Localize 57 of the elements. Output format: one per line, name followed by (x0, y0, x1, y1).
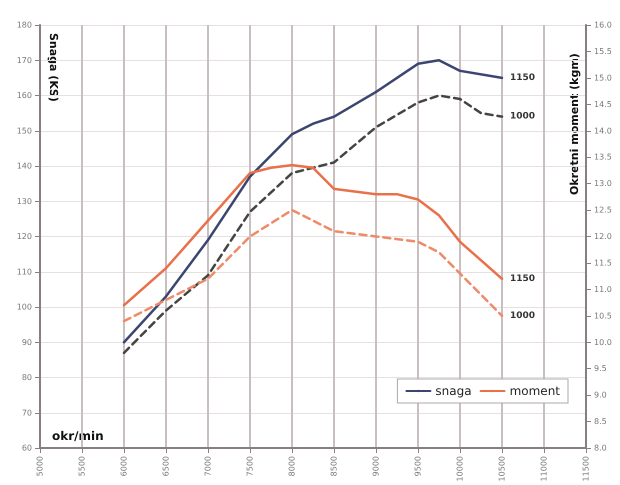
annotation: 1150 (510, 72, 536, 83)
y2-tick-label: 11.5 (594, 258, 612, 268)
line-series (122, 164, 504, 306)
y-axis-title: Snaga (KS) (47, 33, 60, 102)
legend-label: moment (510, 384, 560, 398)
annotation: 1150 (510, 274, 536, 284)
x-tick-label: 6000 (120, 456, 128, 476)
x-tick-label: 11000 (540, 456, 548, 482)
legend-label: snaga (435, 384, 472, 398)
y2-tick-label: 13.5 (594, 152, 612, 162)
x-tick-label: 10000 (456, 456, 464, 482)
x-tick-label: 7500 (246, 456, 254, 476)
x-tick-label: 8000 (288, 456, 296, 476)
y-tick-label: 150 (16, 126, 32, 136)
y-tick-label: 130 (16, 196, 32, 206)
y-tick-label: 110 (16, 267, 32, 276)
x-tick-label: 5500 (78, 456, 86, 476)
x-tick-label: 10500 (498, 456, 506, 482)
y2-tick-label: 10.5 (594, 311, 612, 320)
y2-tick-label: 11.0 (594, 284, 612, 294)
y-tick-label: 60 (22, 444, 32, 452)
y2-tick-label: 14.5 (594, 100, 612, 109)
y2-tick-label: 15.0 (594, 73, 612, 82)
x-tick-label: 8500 (330, 456, 338, 476)
x-tick-label: 5000 (36, 456, 44, 476)
y-tick-label: 160 (16, 91, 32, 100)
y-tick-label: 180 (16, 20, 32, 30)
y2-tick-label: 10.0 (594, 338, 612, 347)
y2-tick-label: 8.5 (594, 417, 607, 426)
y-tick-label: 120 (16, 232, 32, 241)
x-tick-label: 6500 (162, 456, 170, 476)
line-series (122, 208, 504, 322)
x-tick-label: 9500 (414, 456, 422, 476)
y2-tick-label: 9.5 (594, 364, 607, 374)
y2-tick-label: 8.0 (594, 444, 607, 452)
y2-tick-label: 13.0 (594, 179, 612, 188)
x-axis-title: okr/min (52, 429, 104, 443)
y-tick-label: 100 (16, 302, 32, 312)
y-tick-label: 70 (22, 408, 32, 418)
x-tick-label: 7000 (204, 456, 212, 476)
line-series (122, 94, 504, 354)
line-series (122, 59, 504, 344)
y2-tick-label: 9.0 (594, 390, 607, 400)
y2-tick-label: 15.5 (594, 46, 612, 56)
y2-tick-label: 16.0 (594, 20, 612, 30)
y-tick-label: 80 (22, 373, 32, 382)
x-tick-label: 11500 (582, 456, 590, 482)
y-tick-label: 90 (22, 338, 32, 347)
y-tick-label: 140 (16, 162, 32, 170)
annotation: 1000 (510, 310, 536, 321)
y2-tick-label: 12.5 (594, 206, 612, 215)
annotation: 1000 (510, 112, 536, 122)
y2-axis-title: Okretni moment (kgm) (568, 53, 581, 195)
y2-tick-label: 12.0 (594, 232, 612, 241)
y-tick-label: 170 (16, 56, 32, 65)
x-tick-label: 9000 (372, 456, 380, 476)
y2-tick-label: 14.0 (594, 126, 612, 136)
